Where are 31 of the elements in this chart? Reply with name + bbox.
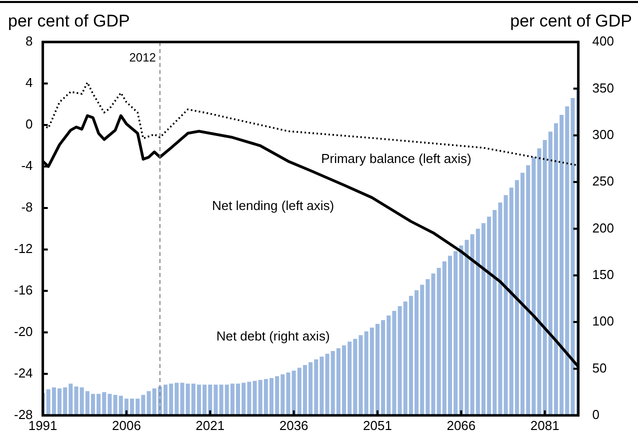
y2-tick-label: 150 — [592, 266, 614, 282]
y2-tick-label: 200 — [592, 220, 614, 236]
y-tick-label: -4 — [21, 158, 33, 174]
x-tick-label: 2021 — [196, 418, 225, 433]
y2-tick-label: 350 — [592, 80, 614, 96]
y-tick-label: 8 — [26, 34, 33, 49]
annotation: Net debt (right axis) — [216, 328, 330, 344]
y2-tick-label: 250 — [592, 174, 614, 189]
y-tick-label: -24 — [14, 365, 33, 380]
y2-tick-label: 50 — [592, 360, 607, 376]
y2-tick-label: 400 — [592, 34, 614, 49]
y-tick-label: 0 — [26, 116, 33, 132]
annotation: Primary balance (left axis) — [321, 151, 472, 166]
y2-tick-label: 100 — [592, 314, 614, 329]
annotation: Net lending (left axis) — [212, 198, 334, 213]
x-tick-label: 2066 — [446, 418, 476, 433]
x-tick-label: 2051 — [363, 418, 392, 433]
y-tick-label: -8 — [21, 200, 33, 215]
x-tick-label: 2081 — [530, 418, 560, 433]
y-tick-label: 4 — [26, 75, 33, 90]
y-tick-label: -16 — [14, 282, 33, 298]
y2-axis-title: per cent of GDP — [510, 12, 632, 31]
y-tick-label: -28 — [14, 406, 33, 422]
ref-line-label: 2012 — [129, 50, 156, 64]
y2-tick-label: 300 — [592, 126, 614, 142]
y-tick-label: -12 — [14, 241, 33, 256]
y-tick-label: -20 — [14, 324, 33, 339]
y-axis-title: per cent of GDP — [8, 12, 130, 31]
y2-tick-label: 0 — [592, 406, 600, 422]
x-tick-label: 2006 — [112, 418, 141, 433]
x-tick-label: 2036 — [279, 418, 308, 433]
